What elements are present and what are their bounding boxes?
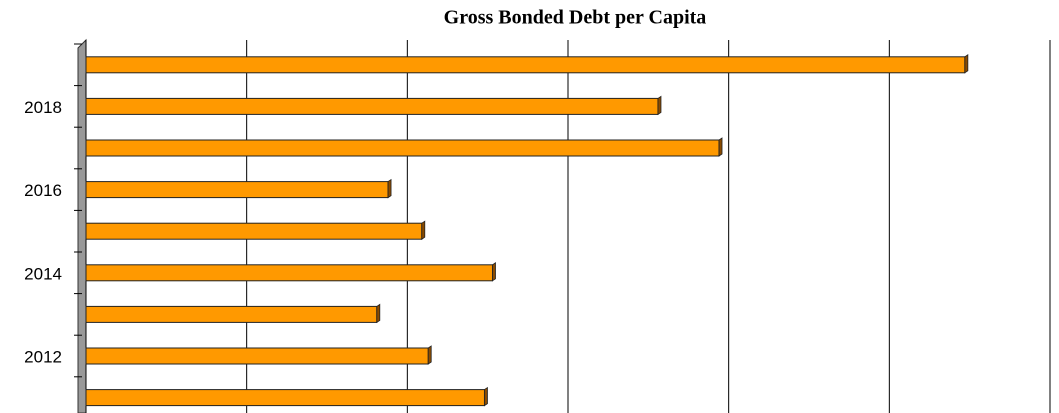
axis-wall <box>77 38 87 413</box>
bar <box>85 305 378 323</box>
bar-side <box>421 220 426 240</box>
bar <box>85 56 966 74</box>
bar-side <box>484 386 488 407</box>
bar <box>85 222 423 240</box>
bar-side <box>376 303 381 324</box>
bar <box>85 347 429 365</box>
bar <box>85 389 485 407</box>
bar-side <box>427 345 432 365</box>
y-tick-label: 2014 <box>24 264 62 283</box>
bar <box>85 264 493 282</box>
bar-side <box>387 178 392 199</box>
bar <box>85 97 659 115</box>
bar-side <box>718 137 723 157</box>
bar <box>85 181 389 199</box>
bar-side <box>492 262 496 282</box>
chart-title: Gross Bonded Debt per Capita <box>444 7 707 29</box>
y-tick-label: 2016 <box>24 181 62 200</box>
bar-side <box>657 95 662 116</box>
bar <box>85 139 720 157</box>
y-tick-label: 2012 <box>24 347 62 366</box>
bar-side <box>964 54 969 74</box>
y-tick-label: 2018 <box>24 98 62 117</box>
